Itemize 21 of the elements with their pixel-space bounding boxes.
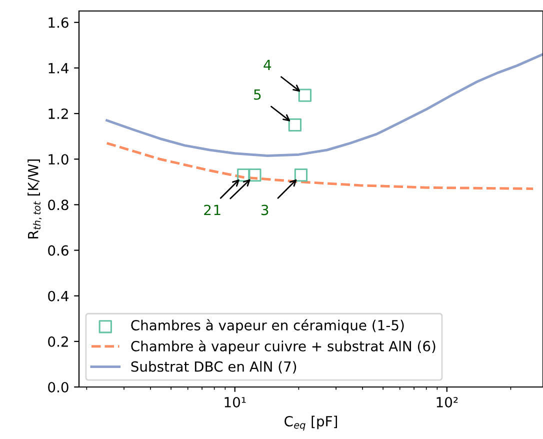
legend-label: Chambres à vapeur en céramique (1-5) xyxy=(131,319,404,334)
x-tick-label: 10¹ xyxy=(224,396,246,408)
y-tick-label: 0.2 xyxy=(48,336,68,347)
y-tick-label: 1.2 xyxy=(48,108,68,119)
legend-label: Substrat DBC en AlN (7) xyxy=(131,361,296,374)
y-tick-label: 0.0 xyxy=(48,382,68,392)
legend-label: Chambre à vapeur cuivre + substrat AlN (6) xyxy=(131,340,436,354)
annotation: 3 xyxy=(262,204,268,216)
x-axis-title: C$_{eq}$ [pF] xyxy=(284,416,338,431)
y-tick-label: 0.6 xyxy=(48,245,68,256)
x-tick-label: 10² xyxy=(436,396,458,408)
y-axis-title: R$_{th,tot}$ [K/W] xyxy=(28,159,42,238)
annotation: 5 xyxy=(254,89,261,100)
annotation: 4 xyxy=(264,60,272,70)
y-tick-label: 1.6 xyxy=(48,17,68,28)
annotation: 2 xyxy=(204,204,211,216)
annotation: 1 xyxy=(214,204,220,216)
y-tick-label: 0.4 xyxy=(48,290,68,302)
y-tick-label: 1.4 xyxy=(48,63,68,74)
y-tick-label: 0.8 xyxy=(48,200,68,210)
y-tick-label: 1.0 xyxy=(48,154,68,165)
